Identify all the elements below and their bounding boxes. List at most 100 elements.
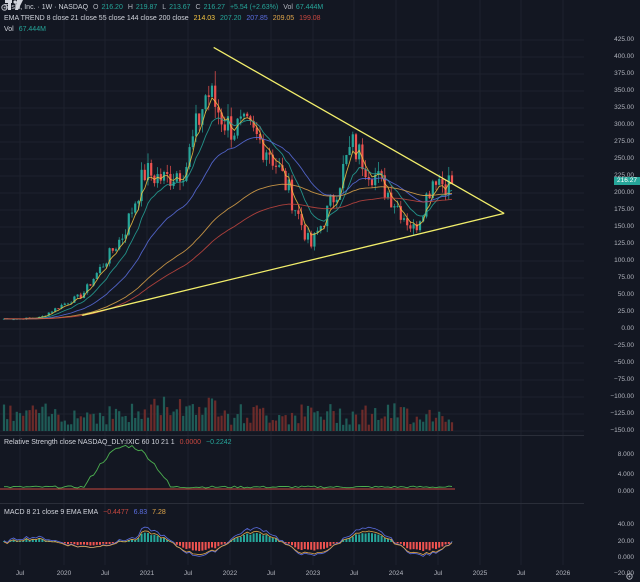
macd-histogram-bar bbox=[102, 542, 105, 544]
trendline-lower bbox=[82, 212, 505, 317]
volume-bar bbox=[134, 417, 137, 431]
rs-tick-label: 4.000 bbox=[617, 471, 634, 478]
ema-legend[interactable]: EMA TREND 8 close 21 close 55 close 144 … bbox=[4, 14, 324, 23]
macd-histogram-bar bbox=[390, 539, 393, 542]
macd-histogram-bar bbox=[182, 542, 185, 548]
volume-bar bbox=[130, 403, 134, 431]
volume-bar bbox=[22, 415, 25, 431]
macd-tick-label: −20.00 bbox=[613, 570, 634, 577]
volume-bar bbox=[86, 412, 89, 431]
macd-histogram-bar bbox=[316, 542, 319, 550]
candle-body bbox=[236, 118, 239, 136]
volume-bar bbox=[111, 418, 114, 431]
candle-body bbox=[98, 266, 102, 274]
price-tick-label: −150.00 bbox=[610, 427, 634, 434]
volume-bar bbox=[281, 416, 284, 431]
symbol-legend[interactable]: Tesla, Inc. · 1W · NASDAQ O 216.20 H 219.8… bbox=[4, 4, 324, 11]
volume-bar bbox=[60, 421, 63, 431]
volume-legend[interactable]: Vol 67.444M bbox=[4, 25, 49, 34]
gear-icon[interactable] bbox=[0, 3, 9, 12]
candle-body bbox=[210, 85, 214, 97]
candle-body bbox=[50, 311, 54, 313]
macd-histogram-bar bbox=[31, 539, 34, 542]
candle-body bbox=[137, 201, 140, 204]
macd-histogram-bar bbox=[374, 533, 377, 542]
change-value: +5.54 (+2.63%) bbox=[229, 4, 279, 11]
macd-histogram-bar bbox=[134, 539, 137, 542]
volume-bar bbox=[335, 422, 338, 431]
candle-body bbox=[146, 163, 150, 181]
rs-tick-label: 8.000 bbox=[617, 451, 634, 458]
candle-body bbox=[329, 196, 332, 206]
candle-body bbox=[140, 169, 143, 202]
candle-body bbox=[73, 296, 76, 303]
candle-body bbox=[386, 192, 390, 198]
price-tick-label: 300.00 bbox=[614, 121, 634, 128]
candle-body bbox=[271, 154, 274, 166]
macd-histogram-bar bbox=[92, 542, 95, 546]
candle-body bbox=[390, 192, 393, 208]
pane-divider[interactable] bbox=[0, 503, 584, 504]
ema144-value: 209.05 bbox=[272, 15, 295, 22]
candle-body bbox=[313, 233, 316, 247]
macd-histogram-bar bbox=[358, 534, 361, 542]
price-tick-label: 350.00 bbox=[614, 87, 634, 94]
candle-body bbox=[92, 278, 95, 286]
settings-icon[interactable] bbox=[625, 572, 634, 581]
macd-histogram-bar bbox=[140, 533, 143, 542]
macd-histogram-bar bbox=[246, 533, 249, 542]
macd-histogram-bar bbox=[307, 542, 309, 550]
candle-body bbox=[127, 213, 130, 235]
candle-body bbox=[335, 199, 338, 203]
volume-bar bbox=[358, 424, 361, 431]
time-tick-label: Jul bbox=[433, 570, 443, 577]
macd-signal-line bbox=[3, 530, 453, 556]
price-tick-label: −25.00 bbox=[613, 342, 634, 349]
pane-divider[interactable] bbox=[0, 435, 584, 436]
low-value: 213.67 bbox=[169, 4, 191, 11]
volume-bar bbox=[438, 411, 441, 431]
volume-bar bbox=[431, 421, 434, 431]
volume-bar bbox=[66, 424, 70, 431]
macd-histogram-bar bbox=[89, 542, 92, 546]
price-tick-label: 100.00 bbox=[614, 257, 634, 264]
candle-body bbox=[156, 174, 159, 184]
rs-value-1: 0.0000 bbox=[179, 439, 202, 446]
rs-legend[interactable]: Relative Strength close NASDAQ_DLY:IXIC … bbox=[4, 438, 235, 447]
volume-bar bbox=[332, 411, 335, 431]
volume-bar bbox=[409, 424, 412, 431]
candle-body bbox=[380, 171, 383, 176]
macd-histogram-bar bbox=[265, 534, 268, 542]
price-tick-label: 125.00 bbox=[614, 240, 634, 247]
macd-label: MACD 8 21 close 9 EMA EMA bbox=[4, 509, 99, 516]
macd-histogram-bar bbox=[63, 542, 66, 544]
macd-histogram-bar bbox=[271, 537, 274, 542]
time-tick-label: 2025 bbox=[472, 570, 488, 577]
macd-histogram-bar bbox=[303, 542, 306, 550]
macd-legend[interactable]: MACD 8 21 close 9 EMA EMA −0.4477 6.83 7… bbox=[4, 508, 169, 517]
rs-label: Relative Strength close NASDAQ_DLY:IXIC … bbox=[4, 439, 175, 446]
macd-histogram-bar bbox=[268, 536, 271, 542]
volume-bar bbox=[326, 411, 329, 431]
macd-histogram-bar bbox=[371, 533, 373, 542]
macd-histogram-bar bbox=[348, 538, 351, 542]
candle-body bbox=[41, 316, 44, 317]
volume-bar bbox=[303, 416, 306, 431]
volume-bar bbox=[44, 403, 47, 431]
volume-bar bbox=[364, 405, 367, 431]
volume-value: 67.444M bbox=[18, 26, 46, 33]
volume-bar bbox=[444, 421, 447, 431]
candle-body bbox=[255, 127, 258, 135]
volume-bar bbox=[354, 414, 358, 431]
candle-body bbox=[95, 273, 98, 279]
volume-bar bbox=[290, 412, 294, 431]
macd-histogram-bar bbox=[255, 532, 258, 542]
price-tick-label: 275.00 bbox=[614, 138, 634, 145]
volume-bar bbox=[188, 405, 191, 431]
ema21-value: 207.20 bbox=[220, 15, 242, 22]
volume-bar bbox=[12, 420, 15, 431]
candle-body bbox=[319, 226, 322, 231]
candle-body bbox=[86, 284, 89, 293]
macd-histogram-bar bbox=[239, 536, 242, 542]
